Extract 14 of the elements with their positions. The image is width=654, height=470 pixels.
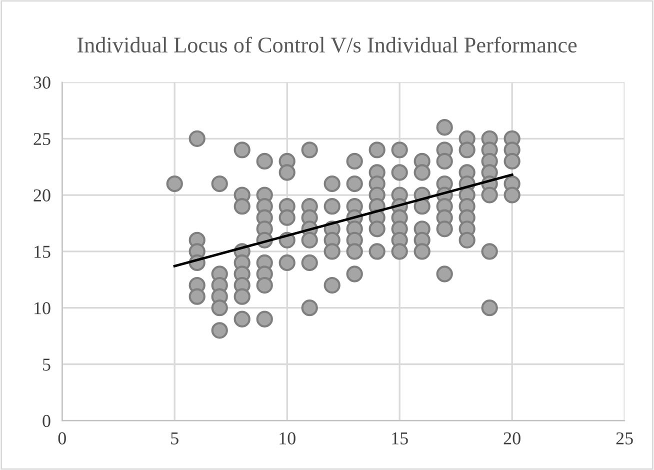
x-tick-label: 25 xyxy=(616,432,633,444)
y-tick-label: 25 xyxy=(34,132,50,146)
y-tick-label: 20 xyxy=(34,189,50,202)
y-tick-label: 15 xyxy=(34,246,50,258)
y-tick-label: 10 xyxy=(34,302,50,314)
x-tick-label: 10 xyxy=(280,432,296,444)
x-tick-label: 15 xyxy=(392,432,408,444)
x-tick-label: 20 xyxy=(504,432,520,444)
x-tick-label: 0 xyxy=(58,432,66,444)
x-tick-label: 5 xyxy=(171,432,178,444)
y-tick-label: 5 xyxy=(43,358,50,371)
y-tick-label: 30 xyxy=(34,76,50,89)
y-tick-label: 0 xyxy=(42,414,50,428)
chart-title: Individual Locus of Control V/s Individual Performance xyxy=(77,36,577,53)
